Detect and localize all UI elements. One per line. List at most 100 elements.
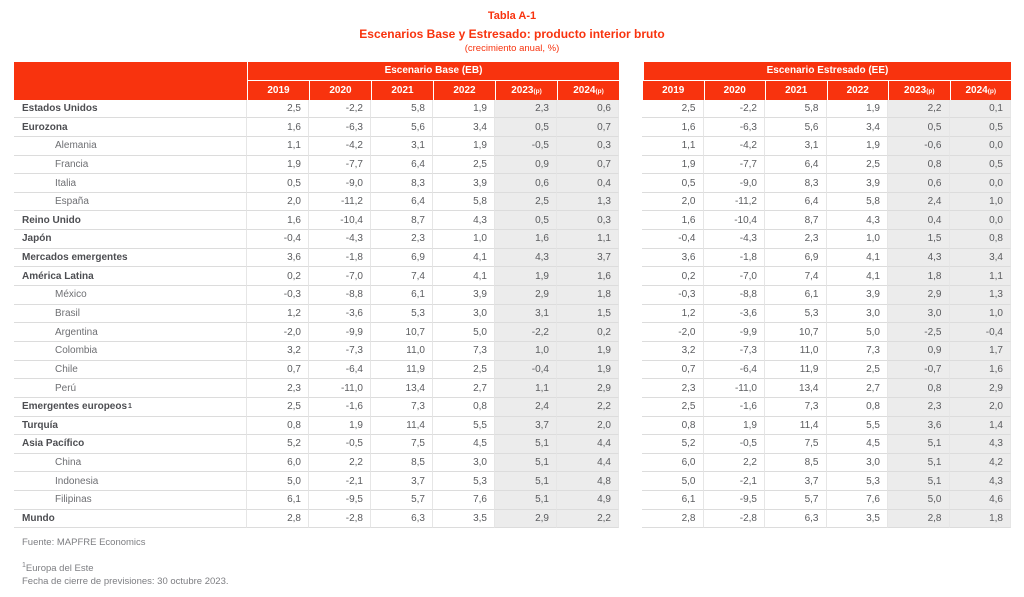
value-cell-2019: 3,6 [247, 248, 309, 268]
value-cell-2023: 1,6 [495, 230, 557, 249]
value-cell-2024: -0,4 [949, 323, 1011, 342]
value-cell-2023: 2,3 [888, 397, 950, 417]
value-cell-2024: 4,4 [557, 453, 619, 473]
value-cell-2022: 5,8 [433, 192, 495, 212]
value-cell-2019: 5,0 [642, 472, 704, 492]
value-cell-2020: -3,6 [309, 304, 371, 324]
value-cell-2021: 8,7 [371, 211, 433, 231]
value-cell-2021: 6,4 [765, 155, 827, 175]
value-cell-2023: 0,5 [888, 118, 950, 137]
value-cell-2023: 5,1 [888, 453, 950, 473]
value-cell-2024: 2,2 [557, 509, 619, 529]
value-cell-2020: -9,9 [703, 323, 765, 342]
value-cell-2020: -7,7 [309, 155, 371, 175]
value-cell-2019: 2,5 [642, 397, 704, 417]
value-cell-2022: 3,9 [433, 286, 495, 305]
value-cell-2024: 4,2 [949, 453, 1011, 473]
table-row: España 2,0 -11,2 6,4 5,8 2,5 1,3 2,0 -11,2 6,4 5,8… [14, 192, 1011, 212]
row-label: Francia [14, 155, 247, 175]
value-cell-2022: 7,6 [826, 491, 888, 510]
value-cell-2023: 4,3 [495, 248, 557, 268]
value-cell-2020: -8,8 [703, 286, 765, 305]
value-cell-2020: -1,8 [309, 248, 371, 268]
value-cell-2022: 2,5 [433, 360, 495, 380]
panel-gap [619, 62, 642, 100]
value-cell-2024: 1,0 [949, 304, 1011, 324]
value-cell-2022: 3,0 [826, 453, 888, 473]
value-cell-2019: 1,2 [247, 304, 309, 324]
value-cell-2023: 5,1 [495, 435, 557, 454]
value-cell-2021: 5,7 [765, 491, 827, 510]
year-header-2020: 2020 [703, 80, 765, 100]
value-cell-2020: -1,6 [309, 397, 371, 417]
value-cell-2022: 2,7 [826, 379, 888, 398]
value-cell-2021: 6,4 [371, 155, 433, 175]
value-cell-2023: 2,5 [495, 192, 557, 212]
gdp-scenarios-table: Escenario Base (EB) 2019 2020 2021 2022 2023… [14, 61, 1011, 529]
year-headers-stressed: 2019 2020 2021 2022 2023 (p) 2024 (p) [642, 80, 1011, 100]
value-cell-2020: -1,6 [703, 397, 765, 417]
value-cell-2020: -2,2 [703, 99, 765, 119]
value-cell-2020: -9,5 [703, 491, 765, 510]
value-cell-2020: 1,9 [309, 416, 371, 436]
value-cell-2020: -7,3 [309, 341, 371, 361]
header-corner-cell [14, 61, 247, 100]
value-cell-2022: 1,9 [433, 99, 495, 119]
value-cell-2024: 0,0 [949, 211, 1011, 231]
table-row: Filipinas 6,1 -9,5 5,7 7,6 5,1 4,9 6,1 -9,5 5,7 7,… [14, 491, 1011, 510]
year-header-2023: 2023 (p) [495, 80, 557, 100]
value-cell-2023: 1,9 [495, 267, 557, 287]
table-row: China 6,0 2,2 8,5 3,0 5,1 4,4 6,0 2,2 8,5 3,0 5,1 4,… [14, 453, 1011, 473]
panel-gap-cell [619, 398, 642, 417]
value-cell-2019: 6,1 [247, 491, 309, 510]
value-cell-2023: 3,1 [495, 304, 557, 324]
value-cell-2021: 8,3 [371, 174, 433, 193]
value-cell-2021: 6,4 [765, 192, 827, 212]
table-heading: Escenarios Base y Estresado: producto in… [359, 26, 665, 41]
value-cell-2023: 2,4 [495, 397, 557, 417]
value-cell-2019: 2,8 [247, 509, 309, 529]
value-cell-2021: 11,4 [765, 416, 827, 436]
value-cell-2020: -9,0 [309, 174, 371, 193]
value-cell-2022: 7,3 [826, 341, 888, 361]
value-cell-2022: 0,8 [826, 397, 888, 417]
value-cell-2023: 2,4 [888, 192, 950, 212]
value-cell-2020: -4,3 [309, 230, 371, 249]
value-cell-2020: -10,4 [309, 211, 371, 231]
value-cell-2020: -1,8 [703, 248, 765, 268]
closing-date-note: Fecha de cierre de previsiones: 30 octub… [22, 576, 229, 588]
value-cell-2019: 2,0 [247, 192, 309, 212]
value-cell-2024: 1,3 [557, 192, 619, 212]
value-cell-2024: 2,9 [557, 379, 619, 398]
value-cell-2021: 6,4 [371, 192, 433, 212]
table-row: Estados Unidos 2,5 -2,2 5,8 1,9 2,3 0,6 2,5 -2,2… [14, 99, 1011, 119]
value-cell-2022: 0,8 [433, 397, 495, 417]
row-label: Alemania [14, 136, 247, 156]
value-cell-2022: 4,5 [433, 435, 495, 454]
panel-header-stressed: Escenario Estresado (EE) 2019 2020 2021 202… [642, 61, 1011, 100]
table-title-block: Tabla A-1 Escenarios Base y Estresado: p… [0, 0, 1024, 55]
value-cell-2019: 2,8 [642, 509, 704, 529]
value-cell-2021: 6,3 [371, 509, 433, 529]
value-cell-2020: -8,8 [309, 286, 371, 305]
value-cell-2019: 5,2 [642, 435, 704, 454]
value-cell-2022: 4,1 [826, 248, 888, 268]
value-cell-2019: 2,3 [247, 379, 309, 398]
row-label: Eurozona [14, 118, 247, 137]
value-cell-2022: 2,7 [433, 379, 495, 398]
value-cell-2022: 5,0 [826, 323, 888, 342]
value-cell-2021: 8,5 [765, 453, 827, 473]
value-cell-2024: 1,7 [949, 341, 1011, 361]
value-cell-2023: 0,8 [888, 379, 950, 398]
value-cell-2024: 0,6 [557, 99, 619, 119]
value-cell-2022: 3,5 [433, 509, 495, 529]
value-cell-2021: 5,8 [765, 99, 827, 119]
value-cell-2021: 11,0 [371, 341, 433, 361]
value-cell-2023: 5,1 [495, 453, 557, 473]
footnote-1-text: Europa del Este [25, 563, 94, 575]
value-cell-2020: -9,0 [703, 174, 765, 193]
panel-header-base: Escenario Base (EB) 2019 2020 2021 2022 2023… [247, 61, 619, 100]
value-cell-2023: 2,9 [495, 509, 557, 529]
panel-gap-cell [619, 361, 642, 380]
value-cell-2019: 2,5 [247, 99, 309, 119]
